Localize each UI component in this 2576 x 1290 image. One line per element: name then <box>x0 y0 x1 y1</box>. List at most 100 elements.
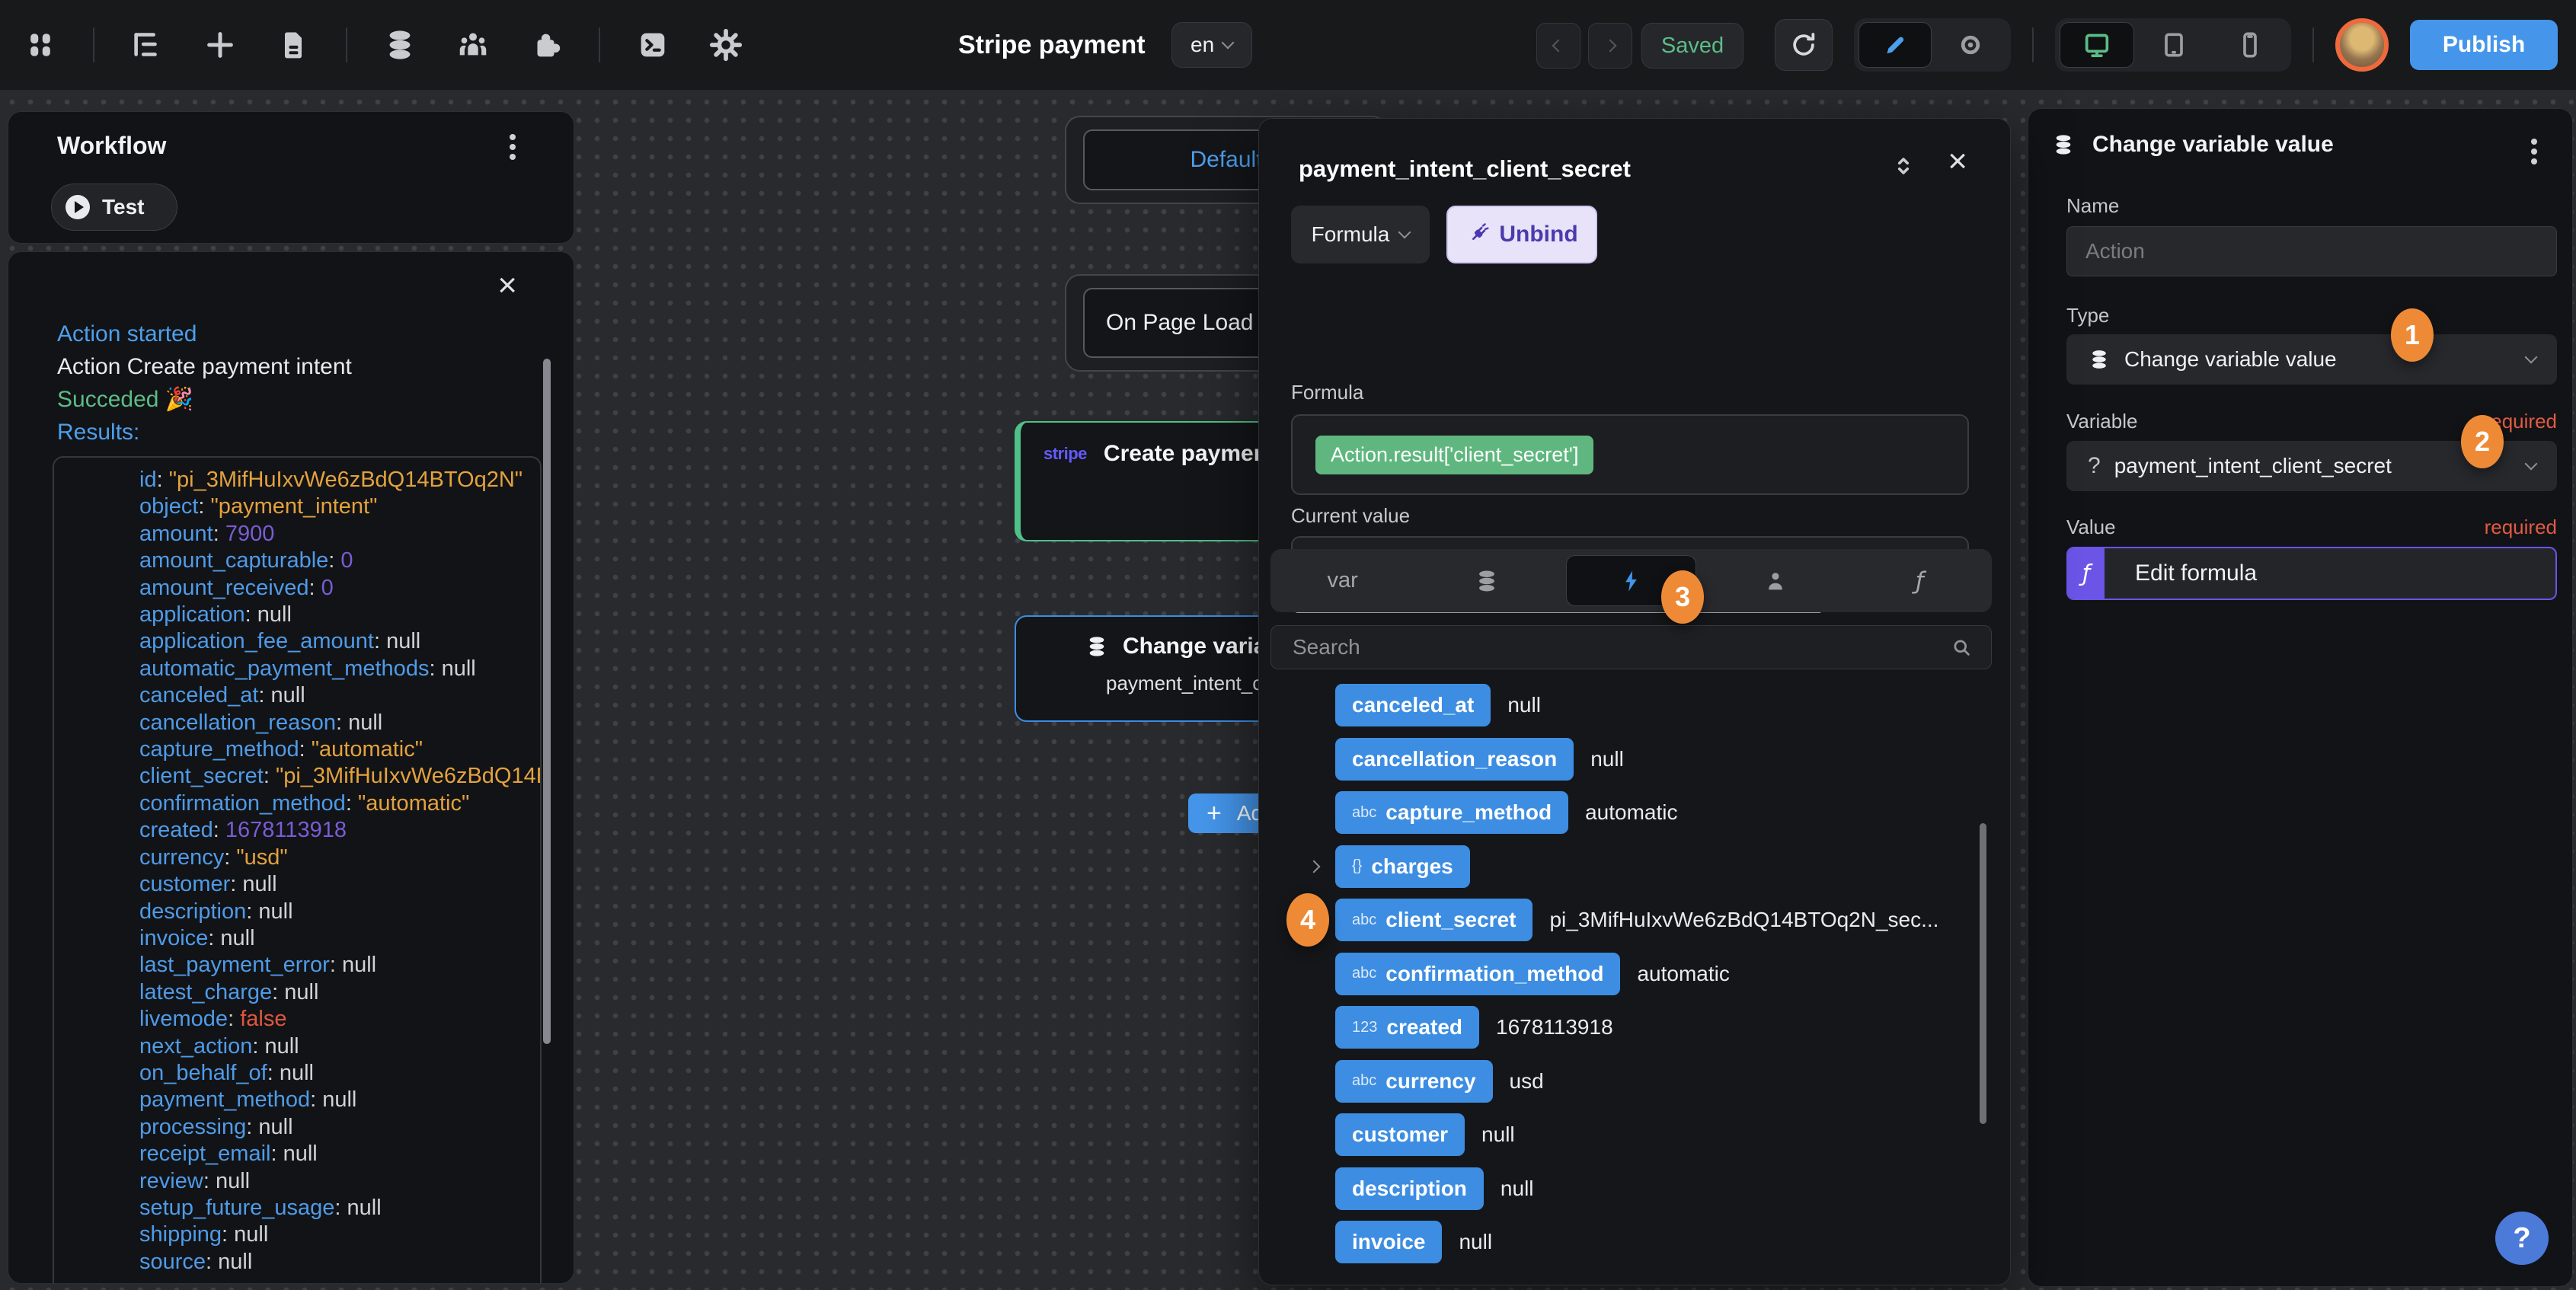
field-chip[interactable]: {} charges <box>1335 845 1470 888</box>
toolbar-right: Publish <box>1775 0 2558 90</box>
json-value: "automatic" <box>311 737 423 762</box>
apps-grid-icon[interactable] <box>20 24 61 65</box>
name-label: Name <box>2066 194 2120 217</box>
binding-suggestion-row[interactable]: 4 abc client_secret pi_3MifHuIxvWe6zBdQ1… <box>1259 893 1999 947</box>
binding-type-select[interactable]: Formula <box>1291 206 1430 263</box>
json-result-line: customer: null <box>139 871 537 898</box>
pages-icon[interactable] <box>273 24 314 65</box>
json-key: receipt_email <box>139 1142 271 1167</box>
close-icon[interactable]: × <box>1948 142 1967 180</box>
edit-mode-button[interactable] <box>1858 22 1932 68</box>
json-value: null <box>348 710 383 735</box>
tab-functions[interactable]: ƒ <box>1848 549 1992 612</box>
field-chip[interactable]: abc client_secret <box>1335 899 1533 942</box>
step-badge-2: 2 <box>2461 415 2504 468</box>
action-type-select[interactable]: Change variable value <box>2066 334 2557 385</box>
field-chip[interactable]: cancellation_reason <box>1335 737 1574 781</box>
binding-suggestion-row[interactable]: abc capture_method automatic <box>1259 786 1999 840</box>
binding-suggestion-row[interactable]: {} charges <box>1259 840 1999 894</box>
refresh-button[interactable] <box>1775 19 1833 71</box>
field-chip[interactable]: abc currency <box>1335 1059 1493 1103</box>
json-colon: : <box>198 494 211 519</box>
action-name-input[interactable] <box>2066 226 2557 276</box>
field-chip[interactable]: abc confirmation_method <box>1335 952 1621 995</box>
json-result-line: receipt_email: null <box>139 1141 537 1167</box>
json-result-line: on_behalf_of: null <box>139 1060 537 1087</box>
field-chip[interactable]: description <box>1335 1167 1484 1210</box>
pencil-icon <box>1887 37 1904 54</box>
binding-suggestion-row[interactable]: invoice null <box>1259 1215 1999 1269</box>
json-key: payment_method <box>139 1087 311 1113</box>
expand-icon[interactable] <box>1890 152 1917 184</box>
search-input[interactable] <box>1271 635 1950 659</box>
data-sources-icon[interactable] <box>379 24 420 65</box>
json-colon: : <box>156 468 169 492</box>
plugins-icon[interactable] <box>526 24 567 65</box>
json-result-line: latest_charge: null <box>139 979 537 1006</box>
history-nav <box>1536 23 1632 69</box>
action-menu-button[interactable] <box>2531 148 2537 155</box>
binding-suggestion-row[interactable]: abc currency usd <box>1259 1055 1999 1109</box>
binding-suggestion-row[interactable]: description null <box>1259 1162 1999 1216</box>
field-value: pi_3MifHuIxvWe6zBdQ14BTOq2N_sec... <box>1549 908 1939 932</box>
redo-forward-button[interactable] <box>1588 23 1632 69</box>
chevron-right-icon <box>1603 39 1617 53</box>
suggestions-scrollbar[interactable] <box>1980 823 1986 1124</box>
locale-selector[interactable]: en <box>1171 22 1252 68</box>
users-icon[interactable] <box>452 24 494 65</box>
binding-suggestion-row[interactable]: abc confirmation_method automatic <box>1259 947 1999 1001</box>
formula-expression-chip[interactable]: Action.result['client_secret'] <box>1315 435 1594 474</box>
json-result-line: livemode: false <box>139 1006 537 1033</box>
json-value: null <box>283 1142 318 1167</box>
json-value: null <box>242 872 277 897</box>
json-colon: : <box>258 683 271 708</box>
field-value: null <box>1590 746 1624 771</box>
desktop-preview-button[interactable] <box>2060 22 2134 68</box>
binding-suggestion-row[interactable]: canceled_at null <box>1259 679 1999 733</box>
tablet-preview-button[interactable] <box>2137 23 2210 67</box>
mobile-preview-button[interactable] <box>2213 23 2287 67</box>
add-icon[interactable] <box>200 24 241 65</box>
undo-back-button[interactable] <box>1536 23 1580 69</box>
field-chip[interactable]: canceled_at <box>1335 684 1491 727</box>
tab-collections[interactable] <box>1414 549 1558 612</box>
json-result-line: processing: null <box>139 1114 537 1141</box>
database-icon <box>1089 637 1104 656</box>
json-value: null <box>441 656 476 681</box>
log-line-action-started: Action started <box>57 321 197 346</box>
json-key: description <box>139 899 247 924</box>
binding-suggestion-row[interactable]: cancellation_reason null <box>1259 733 1999 787</box>
help-button[interactable]: ? <box>2495 1212 2549 1265</box>
tab-user[interactable] <box>1703 549 1847 612</box>
test-workflow-button[interactable]: Test <box>51 184 177 231</box>
layers-tree-icon[interactable] <box>126 24 168 65</box>
field-chip[interactable]: customer <box>1335 1113 1465 1157</box>
edit-formula-button[interactable]: ƒ Edit formula <box>2066 547 2557 600</box>
formula-field[interactable]: Action.result['client_secret'] <box>1291 414 1969 495</box>
expander-chevron-icon[interactable] <box>1307 860 1321 873</box>
json-key: currency <box>139 845 225 870</box>
user-avatar[interactable] <box>2335 18 2389 72</box>
tab-workflow-results[interactable] <box>1559 549 1703 612</box>
unbind-button[interactable]: Unbind <box>1446 206 1597 263</box>
code-terminal-icon[interactable] <box>632 24 673 65</box>
publish-button[interactable]: Publish <box>2410 20 2558 70</box>
field-type-prefix: abc <box>1352 803 1377 821</box>
tab-variables[interactable]: var <box>1270 549 1414 612</box>
binding-suggestion-row[interactable]: customer null <box>1259 1108 1999 1162</box>
close-icon[interactable]: × <box>497 267 517 304</box>
json-result-line: payment_method: null <box>139 1087 537 1113</box>
log-scrollbar[interactable] <box>543 359 551 1044</box>
settings-gear-icon[interactable] <box>705 24 746 65</box>
field-chip[interactable]: 123 created <box>1335 1006 1479 1049</box>
search-field[interactable] <box>1270 625 1992 669</box>
binding-suggestion-row[interactable]: 123 created 1678113918 <box>1259 1001 1999 1055</box>
preview-mode-button[interactable] <box>1935 23 2006 67</box>
workflow-menu-button[interactable] <box>510 144 516 150</box>
variable-label: Variable <box>2066 410 2138 433</box>
field-type-prefix: 123 <box>1352 1018 1378 1036</box>
json-value: "payment_intent" <box>210 494 378 519</box>
field-chip[interactable]: invoice <box>1335 1221 1443 1264</box>
field-chip[interactable]: abc capture_method <box>1335 791 1569 835</box>
